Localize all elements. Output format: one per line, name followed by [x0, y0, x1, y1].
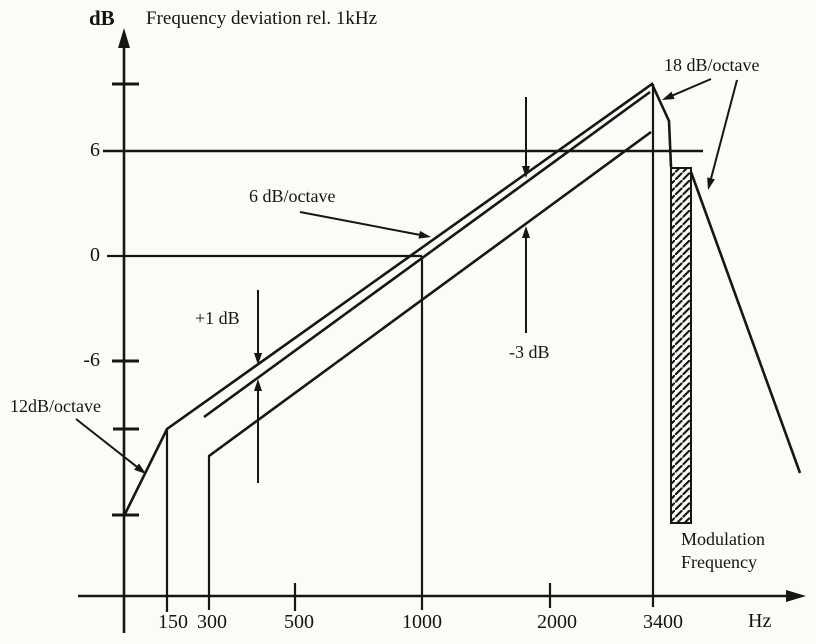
arrow-18db-upper	[662, 78, 712, 100]
x-tick-label-2000: 2000	[537, 611, 577, 633]
x-tick-label-1000: 1000	[402, 611, 442, 633]
x-axis-unit-label: Hz	[748, 610, 772, 632]
x-axis	[78, 590, 806, 602]
y-tick-label-0: 0	[90, 244, 100, 266]
modulation-frequency-bar	[670, 167, 692, 524]
chart-title: Frequency deviation rel. 1kHz	[146, 8, 378, 29]
y-axis-unit-label: dB	[89, 6, 115, 30]
x-tick-label-300: 300	[197, 611, 227, 633]
annotation-modulation: Modulation	[681, 529, 765, 549]
nominal-line	[203, 90, 651, 419]
dim-minus3-down	[522, 97, 530, 178]
dim-plus1-down	[254, 290, 262, 365]
x-tick-label-150: 150	[158, 611, 188, 633]
y-tick-label-minus6: -6	[83, 349, 100, 371]
arrow-6db-octave	[299, 211, 431, 239]
x-tick-label-500: 500	[284, 611, 314, 633]
annotation-plus1db: +1 dB	[195, 308, 240, 328]
annotation-18db-octave: 18 dB/octave	[664, 55, 760, 75]
upper-limit-line	[123, 82, 673, 515]
y-tick-label-6: 6	[90, 139, 100, 161]
annotation-minus3db: -3 dB	[509, 342, 550, 362]
dim-plus1-up	[254, 379, 262, 483]
lower-rolloff-line	[689, 171, 802, 474]
y-axis	[118, 28, 130, 633]
annotation-frequency: Frequency	[681, 552, 757, 572]
dim-minus3-up	[522, 226, 530, 333]
annotation-6db-octave: 6 dB/octave	[249, 186, 336, 206]
arrow-12db-octave	[75, 418, 146, 474]
x-tick-label-3400: 3400	[643, 611, 683, 633]
annotation-12db-octave: 12dB/octave	[10, 396, 101, 416]
arrow-18db-lower	[707, 79, 738, 190]
lower-limit-line	[208, 130, 652, 458]
